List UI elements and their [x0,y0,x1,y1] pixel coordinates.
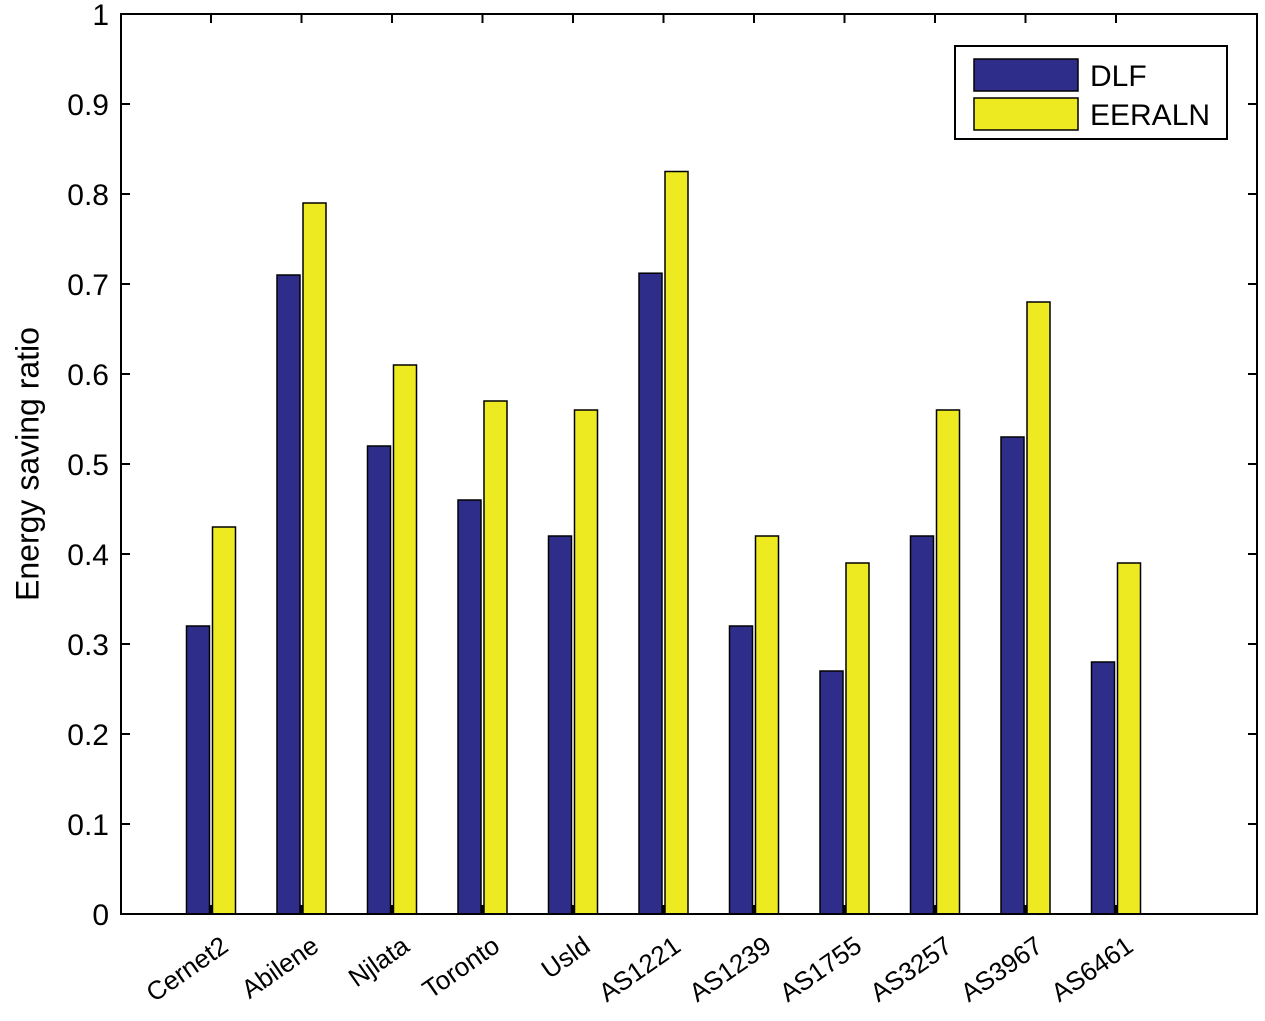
y-tick-label: 0.7 [67,269,109,302]
bar-eeraln-as1755 [845,562,870,915]
legend-swatch-eeraln [973,97,1079,131]
x-tick-label: AS6461 [1045,930,1138,1008]
bar-dlf-abilene [276,274,301,915]
bar-eeraln-abilene [302,202,327,915]
bar-dlf-as6461 [1090,661,1116,915]
bar-dlf-as1755 [819,670,844,915]
x-tick-label: AS3967 [955,930,1048,1008]
bar-dlf-toronto [457,499,482,915]
y-tick-label: 1 [92,0,109,32]
bar-eeraln-as1221 [664,170,689,915]
y-tick-label: 0 [92,899,109,932]
x-tick-label: Toronto [417,930,505,1004]
y-tick-label: 0.3 [67,629,109,662]
bars-layer [185,170,1142,915]
bar-dlf-usld [547,535,573,915]
bar-eeraln-as3967 [1026,301,1051,915]
bar-eeraln-usld [573,409,599,915]
bar-dlf-as1221 [638,272,663,915]
x-tick-label: AS1221 [593,930,686,1008]
x-tick-label: Njlata [343,930,415,993]
y-tick-label: 0.1 [67,809,109,842]
y-tick-label: 0.6 [67,359,109,392]
y-tick-label: 0.2 [67,719,109,752]
x-tick-label: AS1239 [683,930,776,1008]
bar-dlf-as3257 [909,535,935,915]
bar-eeraln-as6461 [1116,562,1142,915]
legend-label-eeraln: EERALN [1090,99,1210,132]
bar-dlf-cernet2 [185,625,211,915]
y-tick-label: 0.5 [67,449,109,482]
legend-label-dlf: DLF [1090,60,1147,93]
bar-eeraln-toronto [483,400,508,915]
legend-swatch-dlf [973,58,1079,92]
x-tick-label: Abilene [236,930,324,1004]
x-tick-label: AS1755 [774,930,867,1008]
y-tick-label: 0.4 [67,539,109,572]
bar-dlf-njlata [366,445,392,915]
bar-eeraln-as1239 [754,535,780,915]
y-tick-label: 0.9 [67,89,109,122]
bar-eeraln-as3257 [935,409,961,915]
x-tick-label: Cernet2 [140,930,233,1008]
bar-dlf-as3967 [1000,436,1025,915]
legend: DLF EERALN [954,45,1228,140]
bar-dlf-as1239 [728,625,754,915]
bar-eeraln-cernet2 [211,526,237,915]
x-tick-label: Usld [536,930,596,984]
bar-eeraln-njlata [392,364,418,915]
y-tick-label: 0.8 [67,179,109,212]
x-tick-label: AS3257 [864,930,957,1008]
y-axis-label: Energy saving ratio [9,327,45,601]
